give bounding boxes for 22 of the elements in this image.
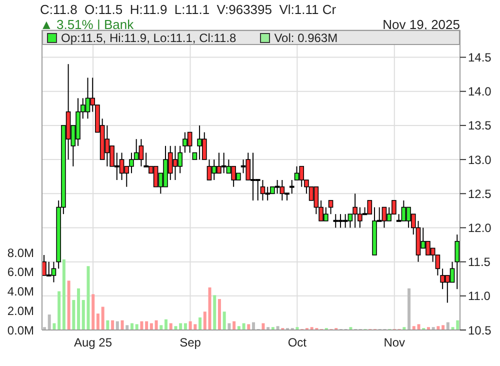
y-tick-label: 12.5 <box>468 186 492 201</box>
legend-label: Vol: 0.963M <box>274 30 338 44</box>
y-tick-label: 10.5 <box>468 323 492 338</box>
y-tick-label: 12.0 <box>468 220 492 235</box>
y2-tick-label: 0.0M <box>7 323 34 338</box>
y2-tick-label: 2.0M <box>7 304 34 318</box>
y-tick-label: 13.5 <box>468 118 492 133</box>
x-tick-label: Aug 25 <box>74 336 112 350</box>
x-tick-label: Oct <box>288 336 308 350</box>
y2-tick-label: 4.0M <box>7 284 34 299</box>
y-tick-label: 11.0 <box>468 289 491 304</box>
text: C:11.8 O:11.5 H:11.9 L:11.1 V:963395 Vl:1.11 Cr <box>40 2 336 17</box>
y-tick-label: 11.5 <box>468 255 491 270</box>
x-tick-label: Sep <box>180 336 202 350</box>
x-tick-label: Nov <box>384 336 406 350</box>
y2-tick-label: 8.0M <box>7 246 34 260</box>
legend-label: Op:11.5, Hi:11.9, Lo:11.1, Cl:11.8 <box>61 30 236 44</box>
y2-tick-label: 6.0M <box>7 265 34 280</box>
y-tick-label: 13.0 <box>468 152 492 167</box>
y-tick-label: 14.5 <box>468 50 492 65</box>
y-tick-label: 14.0 <box>468 84 492 99</box>
annotation: Nov 19, 2025 <box>382 17 460 32</box>
